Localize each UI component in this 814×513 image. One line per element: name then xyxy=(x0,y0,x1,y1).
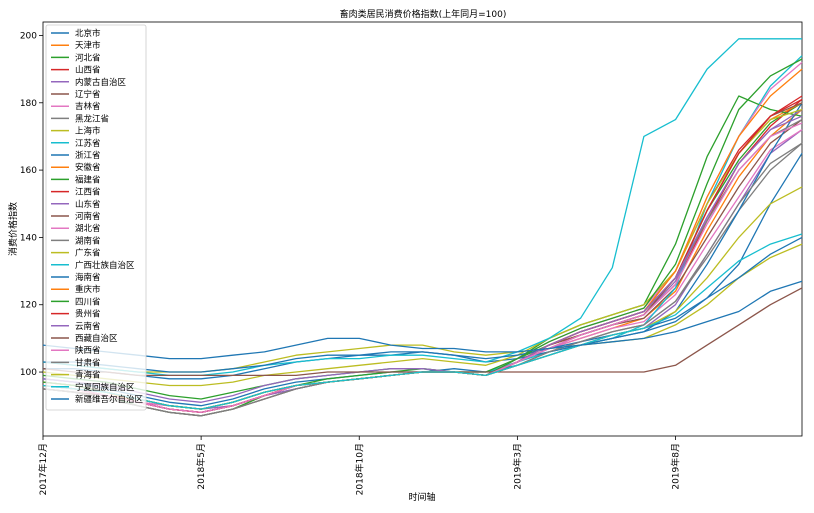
legend-entry: 黑龙江省 xyxy=(75,113,110,124)
legend-entry: 甘肃省 xyxy=(75,357,101,368)
legend-entry: 新疆维吾尔自治区 xyxy=(75,394,144,405)
x-tick-label: 2018年5月 xyxy=(195,443,207,490)
y-axis-label: 消费价格指数 xyxy=(7,202,19,256)
legend: 北京市天津市河北省山西省内蒙古自治区辽宁省吉林省黑龙江省上海市江苏省浙江省安徽省… xyxy=(45,24,147,411)
legend-entry: 上海市 xyxy=(75,126,101,137)
legend-entry: 西藏自治区 xyxy=(75,333,118,344)
x-tick-label: 2019年3月 xyxy=(511,443,523,490)
legend-entry: 北京市 xyxy=(75,28,101,39)
series-line xyxy=(42,280,803,360)
legend-entry: 河南省 xyxy=(75,211,101,222)
series-line xyxy=(42,115,803,403)
legend-entry: 浙江省 xyxy=(75,150,101,161)
legend-entry: 江西省 xyxy=(75,187,101,198)
legend-entry: 山东省 xyxy=(75,199,101,210)
legend-entry: 福建省 xyxy=(75,174,101,185)
y-tick-label: 140 xyxy=(20,233,37,243)
legend-entry: 山西省 xyxy=(75,65,101,76)
legend-entry: 安徽省 xyxy=(75,162,101,173)
legend-entry: 广东省 xyxy=(75,248,101,259)
legend-entry: 辽宁省 xyxy=(75,89,101,100)
legend-entry: 湖北省 xyxy=(75,223,101,234)
legend-entry: 云南省 xyxy=(75,321,101,332)
legend-frame xyxy=(45,24,147,411)
y-tick-label: 200 xyxy=(20,31,37,41)
x-tick-label: 2018年10月 xyxy=(353,443,365,495)
legend-entry: 天津市 xyxy=(75,40,101,51)
legend-entry: 陕西省 xyxy=(75,345,101,356)
legend-entry: 四川省 xyxy=(75,296,101,307)
y-tick-label: 160 xyxy=(20,166,37,176)
plot-area xyxy=(42,21,803,437)
legend-entry: 内蒙古自治区 xyxy=(75,77,127,88)
legend-entry: 重庆市 xyxy=(75,284,101,295)
series-line xyxy=(43,236,803,373)
y-axis: 100 120 140 160 180 200 xyxy=(20,31,43,378)
legend-entry: 贵州省 xyxy=(75,309,101,320)
y-tick-label: 180 xyxy=(20,99,37,109)
legend-entry: 吉林省 xyxy=(75,101,101,112)
y-tick-label: 100 xyxy=(20,368,37,378)
series-line xyxy=(42,233,803,410)
x-tick-label: 2017年12月 xyxy=(37,443,49,495)
legend-entry: 海南省 xyxy=(75,272,101,283)
legend-entry: 湖南省 xyxy=(75,235,101,246)
legend-entry: 广西壮族自治区 xyxy=(75,260,135,271)
y-tick-label: 120 xyxy=(20,301,37,311)
series-lines xyxy=(42,38,803,417)
legend-entry: 河北省 xyxy=(75,52,101,63)
legend-entry: 江苏省 xyxy=(75,138,101,149)
x-tick-label: 2019年8月 xyxy=(670,443,682,490)
legend-entry: 青海省 xyxy=(75,370,101,381)
legend-entry: 宁夏回族自治区 xyxy=(75,382,135,393)
x-axis-label: 时间轴 xyxy=(408,491,435,503)
chart-title: 畜肉类居民消费价格指数(上年同月=100) xyxy=(340,8,507,20)
x-axis: 2017年12月 2018年5月 2018年10月 2019年3月 2019年8月 xyxy=(37,436,682,495)
